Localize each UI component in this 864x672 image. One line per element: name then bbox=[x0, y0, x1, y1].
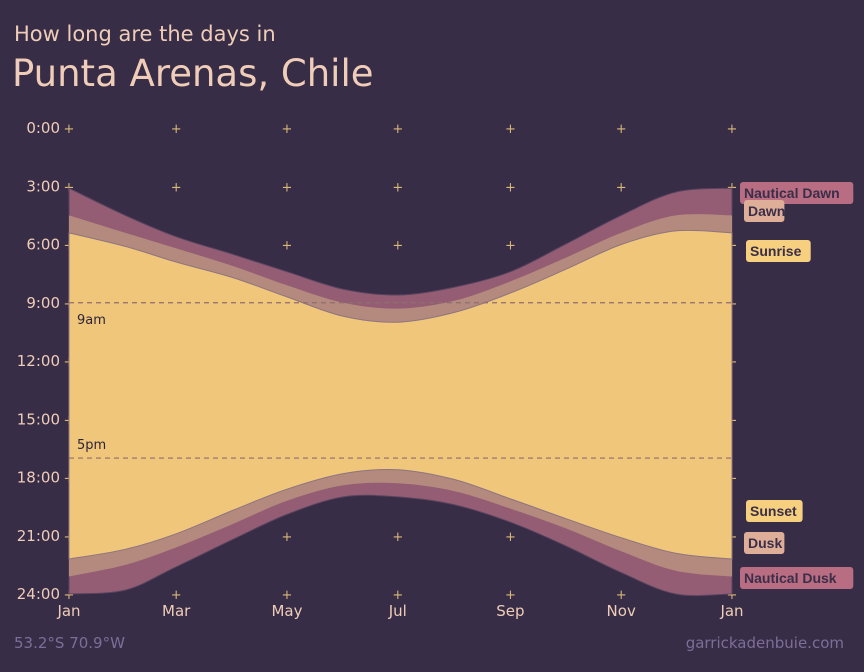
grid-marker: + bbox=[392, 239, 403, 254]
grid-marker: + bbox=[392, 588, 403, 603]
series-label: Dawn bbox=[748, 203, 785, 219]
grid-marker: + bbox=[282, 588, 293, 603]
series-label-box bbox=[740, 567, 854, 589]
credit-link[interactable]: garrickadenbuie.com bbox=[685, 634, 844, 652]
series-label: Nautical Dusk bbox=[744, 570, 837, 586]
grid-marker: + bbox=[282, 180, 293, 195]
grid-marker: + bbox=[392, 122, 403, 137]
grid-marker: + bbox=[505, 180, 516, 195]
grid-marker: + bbox=[727, 588, 738, 603]
y-tick-label: 12:00 bbox=[17, 352, 60, 370]
y-tick-label: 21:00 bbox=[17, 527, 60, 545]
reference-lines: 9am 5pm bbox=[69, 302, 732, 459]
grid-marker: + bbox=[505, 239, 516, 254]
grid-marker: + bbox=[64, 588, 75, 603]
grid-marker: + bbox=[616, 180, 627, 195]
y-tick-label: 18:00 bbox=[17, 469, 60, 487]
grid-marker: + bbox=[282, 122, 293, 137]
y-tick-label: 0:00 bbox=[26, 119, 60, 137]
x-tick-label: Jul bbox=[388, 602, 407, 620]
grid-marker: + bbox=[505, 588, 516, 603]
location-coordinates: 53.2°S 70.9°W bbox=[14, 634, 125, 652]
series-label-box bbox=[744, 532, 785, 554]
daylight-band bbox=[68, 229, 733, 560]
y-axis-ticks: 0:00 3:00 6:00 9:00 12:00 15:00 18:00 21:00 24:0… bbox=[17, 119, 60, 603]
series-label-box bbox=[746, 500, 803, 522]
series-label: Sunrise bbox=[750, 243, 802, 259]
y-tick-label: 9:00 bbox=[26, 294, 60, 312]
y-tick-label: 3:00 bbox=[26, 177, 60, 195]
y-tick-label: 24:00 bbox=[17, 585, 60, 603]
grid-marker: + bbox=[727, 122, 738, 137]
x-tick-label: Mar bbox=[162, 602, 191, 620]
grid-marker: + bbox=[171, 122, 182, 137]
grid-marker: + bbox=[171, 180, 182, 195]
twilight-bands bbox=[68, 187, 733, 597]
x-axis-ticks: Jan Mar May Jul Sep Nov Jan bbox=[56, 602, 743, 620]
x-tick-label: May bbox=[271, 602, 302, 620]
grid-marker: + bbox=[392, 180, 403, 195]
grid-marker: + bbox=[505, 122, 516, 137]
y-tick-label: 6:00 bbox=[26, 236, 60, 254]
grid-marker: + bbox=[616, 588, 627, 603]
grid-marker: + bbox=[392, 530, 403, 545]
x-tick-label: Sep bbox=[496, 602, 524, 620]
grid-marker: + bbox=[64, 122, 75, 137]
chart-subtitle: How long are the days in bbox=[14, 22, 276, 46]
grid-marker: + bbox=[282, 239, 293, 254]
reference-line-label: 5pm bbox=[77, 438, 106, 453]
series-label: Dusk bbox=[748, 535, 782, 551]
series-label: Nautical Dawn bbox=[744, 185, 840, 201]
series-label-box bbox=[744, 200, 785, 222]
chart-title: Punta Arenas, Chile bbox=[12, 52, 374, 95]
x-tick-label: Jan bbox=[56, 602, 80, 620]
x-tick-label: Jan bbox=[719, 602, 743, 620]
series-label-box bbox=[746, 240, 811, 262]
grid-marker: + bbox=[505, 530, 516, 545]
series-labels: Nautical Dawn Dawn Sunrise Sunset Dusk Nautic… bbox=[740, 182, 854, 589]
grid-marker: + bbox=[616, 122, 627, 137]
x-tick-label: Nov bbox=[607, 602, 636, 620]
y-tick-label: 15:00 bbox=[17, 410, 60, 428]
series-label-box bbox=[740, 182, 854, 204]
grid-marker: + bbox=[282, 530, 293, 545]
series-label: Sunset bbox=[750, 503, 797, 519]
reference-line-label: 9am bbox=[77, 313, 106, 328]
grid-marker: + bbox=[171, 588, 182, 603]
